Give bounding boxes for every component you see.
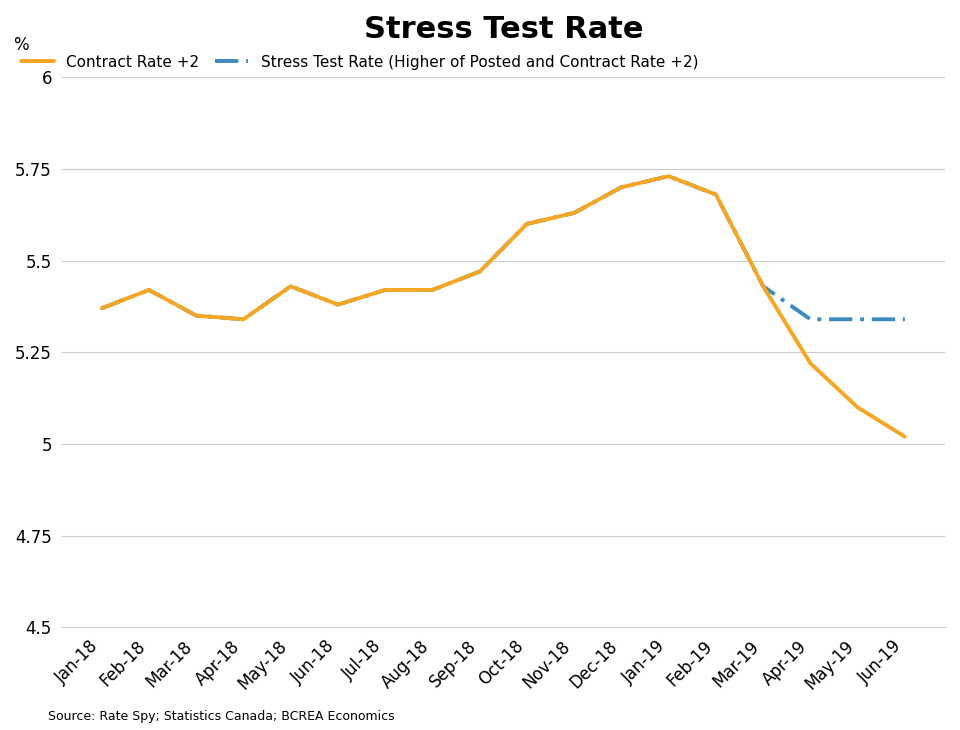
Stress Test Rate (Higher of Posted and Contract Rate +2): [96, 304, 108, 312]
Contract Rate +2: [663, 172, 675, 180]
Contract Rate +2: [143, 285, 155, 294]
Contract Rate +2: [615, 182, 627, 191]
Line: Stress Test Rate (Higher of Posted and Contract Rate +2): Stress Test Rate (Higher of Posted and C…: [102, 176, 905, 319]
Contract Rate +2: [332, 300, 344, 309]
Stress Test Rate (Higher of Posted and Contract Rate +2): [710, 191, 722, 199]
Title: Stress Test Rate: Stress Test Rate: [364, 15, 643, 44]
Contract Rate +2: [900, 432, 911, 441]
Stress Test Rate (Higher of Posted and Contract Rate +2): [426, 285, 438, 294]
Contract Rate +2: [804, 359, 816, 368]
Stress Test Rate (Higher of Posted and Contract Rate +2): [568, 209, 580, 218]
Contract Rate +2: [96, 304, 108, 312]
Contract Rate +2: [757, 282, 769, 291]
Contract Rate +2: [238, 315, 250, 323]
Stress Test Rate (Higher of Posted and Contract Rate +2): [379, 285, 391, 294]
Stress Test Rate (Higher of Posted and Contract Rate +2): [663, 172, 675, 180]
Stress Test Rate (Higher of Posted and Contract Rate +2): [143, 285, 155, 294]
Text: Source: Rate Spy; Statistics Canada; BCREA Economics: Source: Rate Spy; Statistics Canada; BCR…: [48, 710, 395, 723]
Stress Test Rate (Higher of Posted and Contract Rate +2): [285, 282, 297, 291]
Contract Rate +2: [379, 285, 391, 294]
Stress Test Rate (Higher of Posted and Contract Rate +2): [332, 300, 344, 309]
Stress Test Rate (Higher of Posted and Contract Rate +2): [474, 267, 486, 276]
Legend: Contract Rate +2, Stress Test Rate (Higher of Posted and Contract Rate +2): Contract Rate +2, Stress Test Rate (High…: [21, 55, 698, 70]
Stress Test Rate (Higher of Posted and Contract Rate +2): [852, 315, 863, 323]
Contract Rate +2: [190, 311, 202, 320]
Contract Rate +2: [710, 191, 722, 199]
Contract Rate +2: [474, 267, 486, 276]
Stress Test Rate (Higher of Posted and Contract Rate +2): [757, 282, 769, 291]
Stress Test Rate (Higher of Posted and Contract Rate +2): [900, 315, 911, 323]
Line: Contract Rate +2: Contract Rate +2: [102, 176, 905, 437]
Contract Rate +2: [568, 209, 580, 218]
Stress Test Rate (Higher of Posted and Contract Rate +2): [804, 315, 816, 323]
Contract Rate +2: [285, 282, 297, 291]
Stress Test Rate (Higher of Posted and Contract Rate +2): [190, 311, 202, 320]
Stress Test Rate (Higher of Posted and Contract Rate +2): [238, 315, 250, 323]
Contract Rate +2: [426, 285, 438, 294]
Stress Test Rate (Higher of Posted and Contract Rate +2): [615, 182, 627, 191]
Text: %: %: [13, 36, 29, 54]
Stress Test Rate (Higher of Posted and Contract Rate +2): [521, 220, 533, 228]
Contract Rate +2: [521, 220, 533, 228]
Contract Rate +2: [852, 403, 863, 412]
